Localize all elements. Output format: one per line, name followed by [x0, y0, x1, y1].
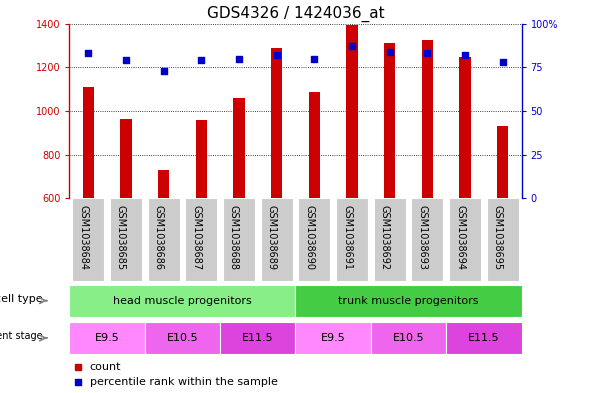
Text: GSM1038686: GSM1038686	[154, 205, 163, 270]
Text: GSM1038694: GSM1038694	[455, 205, 465, 270]
Text: cell type: cell type	[0, 294, 43, 304]
Text: GSM1038688: GSM1038688	[229, 205, 239, 270]
Point	[74, 378, 83, 385]
Text: E11.5: E11.5	[468, 333, 500, 343]
FancyBboxPatch shape	[260, 198, 292, 281]
Bar	[497, 126, 508, 198]
FancyBboxPatch shape	[371, 322, 446, 354]
Text: E9.5: E9.5	[321, 333, 346, 343]
Title: GDS4326 / 1424036_at: GDS4326 / 1424036_at	[207, 6, 384, 22]
Bar	[195, 120, 207, 198]
Point	[272, 52, 282, 58]
Bar	[309, 92, 320, 198]
Point	[234, 55, 244, 62]
FancyBboxPatch shape	[220, 322, 295, 354]
Text: GSM1038687: GSM1038687	[191, 205, 201, 270]
FancyBboxPatch shape	[298, 198, 330, 281]
Point	[159, 68, 168, 74]
Bar	[120, 119, 131, 198]
FancyBboxPatch shape	[145, 322, 220, 354]
Bar	[271, 48, 282, 198]
Bar	[158, 170, 169, 198]
Text: E11.5: E11.5	[242, 333, 274, 343]
Bar	[346, 25, 358, 198]
FancyBboxPatch shape	[110, 198, 142, 281]
Text: percentile rank within the sample: percentile rank within the sample	[90, 376, 277, 387]
Text: GSM1038684: GSM1038684	[78, 205, 88, 270]
Bar	[421, 40, 433, 198]
Point	[74, 364, 83, 370]
FancyBboxPatch shape	[69, 322, 145, 354]
FancyBboxPatch shape	[374, 198, 406, 281]
Text: GSM1038692: GSM1038692	[380, 205, 390, 270]
FancyBboxPatch shape	[487, 198, 519, 281]
Bar	[83, 87, 94, 198]
FancyBboxPatch shape	[449, 198, 481, 281]
Text: trunk muscle progenitors: trunk muscle progenitors	[338, 296, 479, 306]
Text: E9.5: E9.5	[95, 333, 119, 343]
Text: GSM1038691: GSM1038691	[342, 205, 352, 270]
Point	[498, 59, 508, 65]
Point	[197, 57, 206, 63]
Bar	[384, 43, 396, 198]
FancyBboxPatch shape	[148, 198, 180, 281]
Text: count: count	[90, 362, 121, 372]
Text: GSM1038693: GSM1038693	[417, 205, 428, 270]
FancyBboxPatch shape	[295, 285, 522, 317]
FancyBboxPatch shape	[411, 198, 443, 281]
Text: E10.5: E10.5	[166, 333, 198, 343]
FancyBboxPatch shape	[185, 198, 217, 281]
Text: GSM1038685: GSM1038685	[116, 205, 126, 270]
FancyBboxPatch shape	[223, 198, 255, 281]
Point	[83, 50, 93, 57]
Point	[309, 55, 319, 62]
Point	[347, 43, 357, 50]
Point	[385, 48, 394, 55]
FancyBboxPatch shape	[295, 322, 371, 354]
Point	[121, 57, 131, 63]
FancyBboxPatch shape	[72, 198, 104, 281]
Text: GSM1038695: GSM1038695	[493, 205, 503, 270]
Bar	[233, 98, 245, 198]
Text: E10.5: E10.5	[393, 333, 425, 343]
FancyBboxPatch shape	[69, 285, 295, 317]
Text: GSM1038690: GSM1038690	[305, 205, 314, 270]
FancyBboxPatch shape	[336, 198, 368, 281]
Bar	[459, 57, 471, 198]
Text: head muscle progenitors: head muscle progenitors	[113, 296, 252, 306]
Point	[460, 52, 470, 58]
Point	[423, 50, 432, 57]
Text: development stage: development stage	[0, 331, 43, 341]
FancyBboxPatch shape	[446, 322, 522, 354]
Text: GSM1038689: GSM1038689	[267, 205, 277, 270]
